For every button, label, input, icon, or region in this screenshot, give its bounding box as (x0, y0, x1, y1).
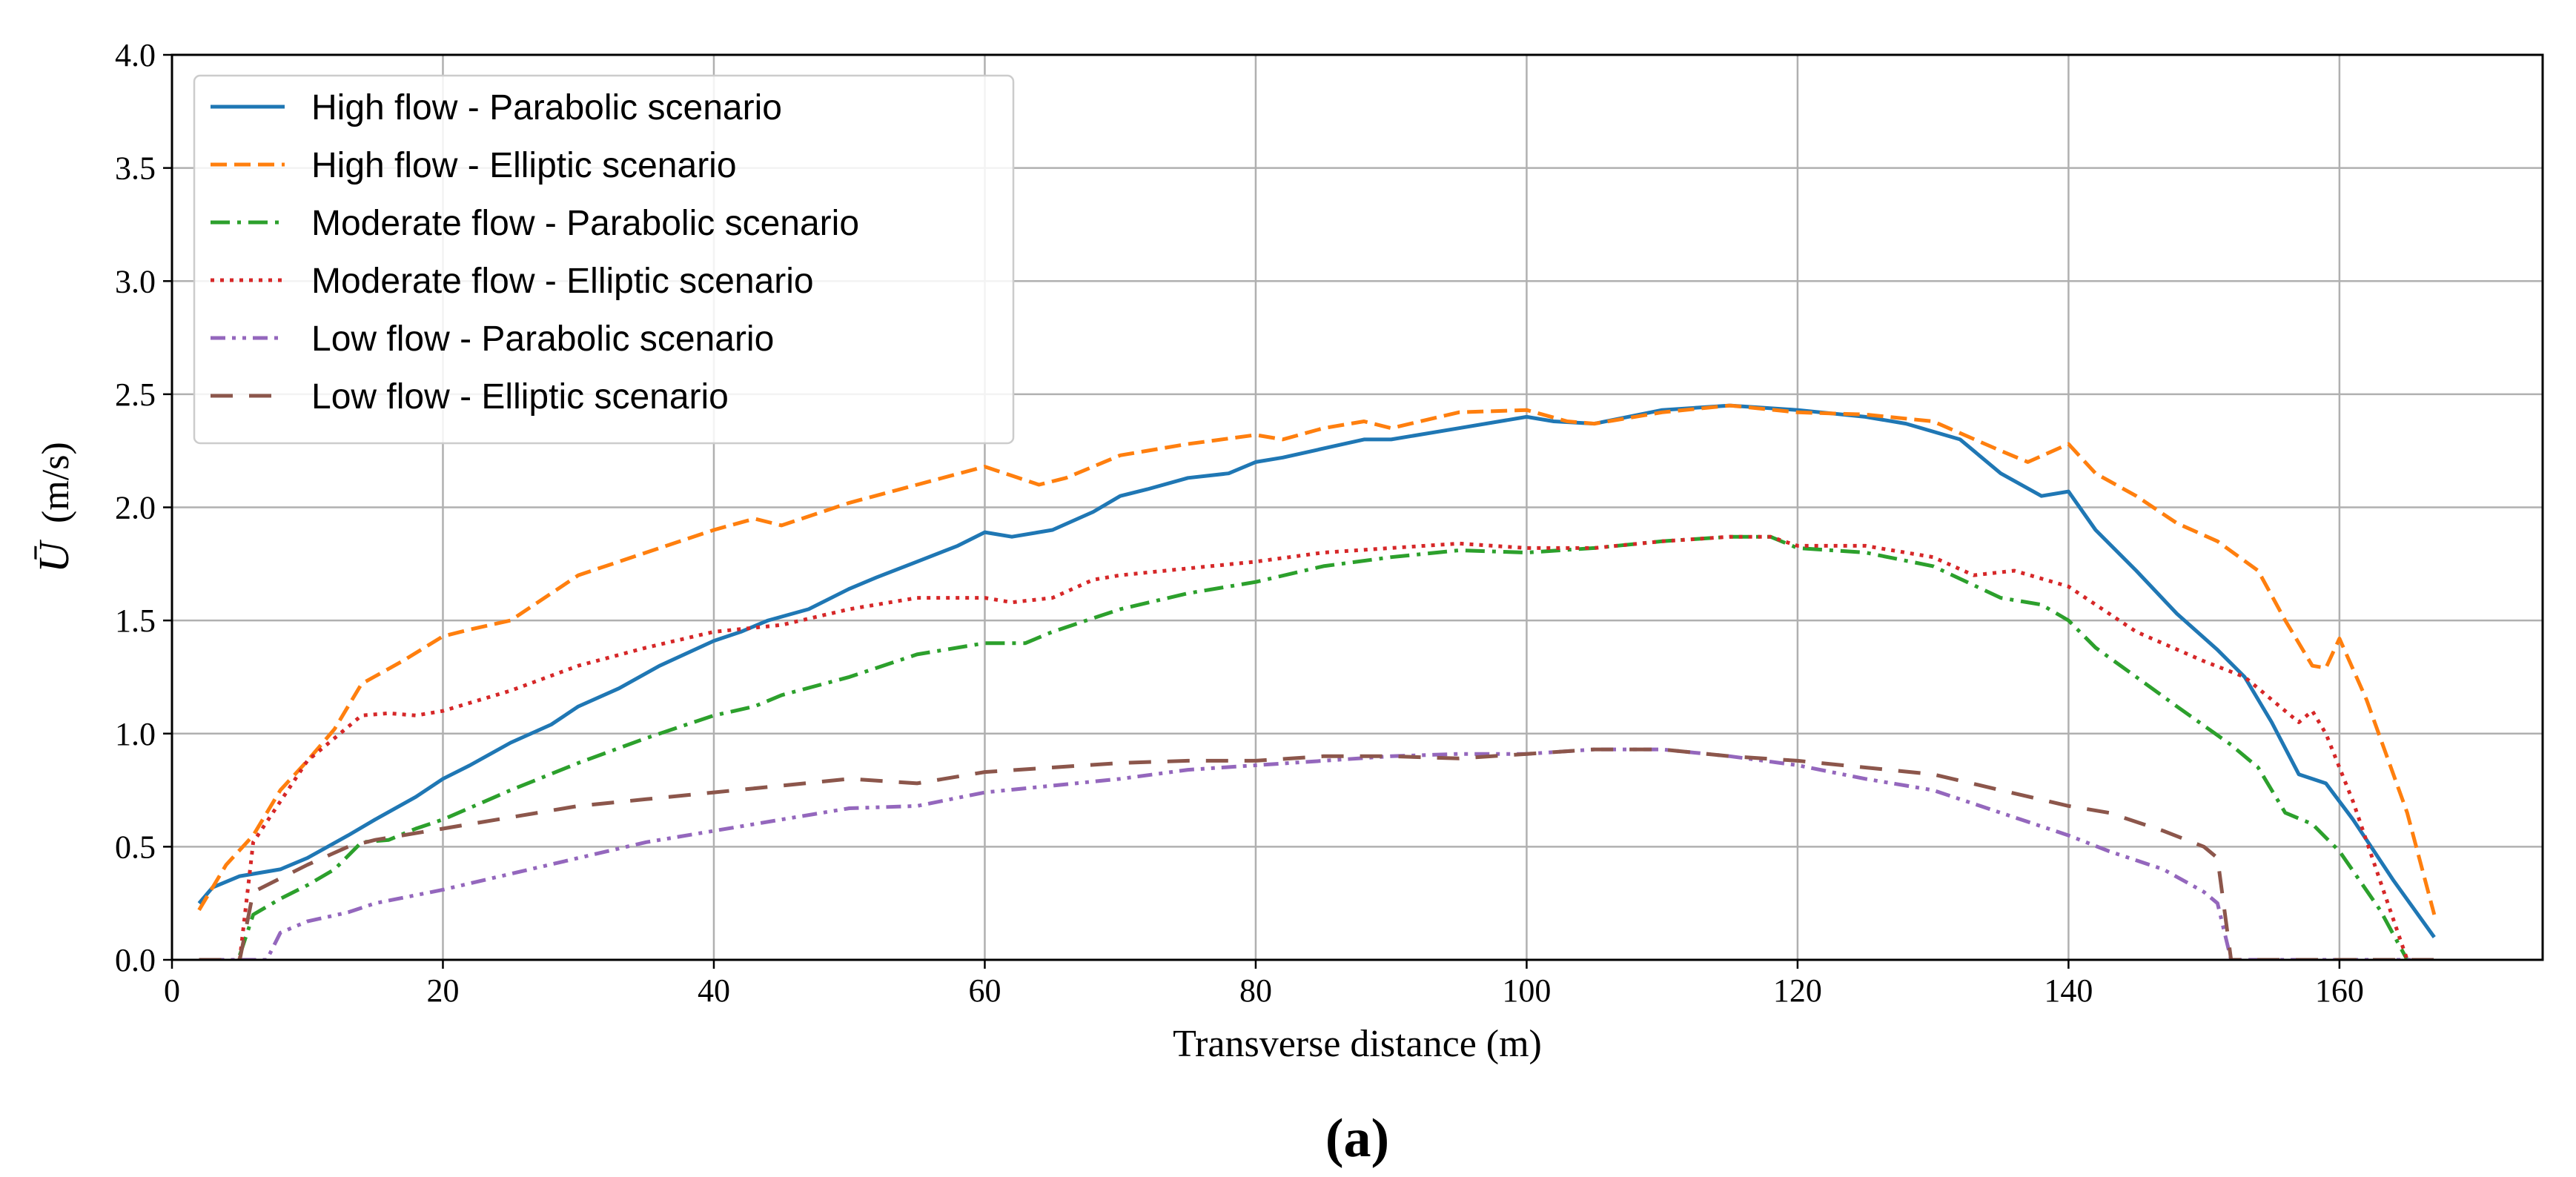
legend-label-4: Low flow - Parabolic scenario (311, 319, 774, 359)
x-tick-label: 40 (698, 972, 730, 1009)
y-tick-label: 1.5 (115, 603, 156, 639)
series-line-1 (197, 403, 2437, 915)
y-tick-label: 2.0 (115, 490, 156, 526)
y-tick-label: 0.0 (115, 942, 156, 978)
axis-ticks: 0 20 40 60 80 100 120 140 160 0.0 0.5 1.0 1.5 2.0 2.5 3… (115, 37, 2364, 1009)
x-tick-label: 20 (426, 972, 459, 1009)
series-line-5 (199, 747, 2434, 960)
y-tick-label: 4.0 (115, 37, 156, 73)
legend-label-0: High flow - Parabolic scenario (311, 88, 782, 127)
y-tick-label: 3.0 (115, 263, 156, 299)
y-axis-symbol: Ū (30, 539, 78, 573)
x-tick-label: 80 (1239, 972, 1272, 1009)
x-tick-label: 120 (1773, 972, 1822, 1009)
x-tick-label: 100 (1502, 972, 1551, 1009)
legend-label-2: Moderate flow - Parabolic scenario (311, 204, 859, 243)
legend-label-1: High flow - Elliptic scenario (311, 146, 737, 185)
y-tick-label: 2.5 (115, 377, 156, 413)
series-line-2 (238, 534, 2409, 960)
legend: High flow - Parabolic scenario High flow … (193, 74, 1015, 445)
series-line-4 (199, 747, 2434, 960)
figure-caption: (a) (1325, 1108, 1389, 1169)
x-tick-label: 140 (2044, 972, 2093, 1009)
x-tick-label: 0 (164, 972, 180, 1009)
legend-label-5: Low flow - Elliptic scenario (311, 377, 729, 417)
y-axis-unit: (m/s) (35, 442, 77, 523)
y-axis-label: Ū (m/s) (30, 442, 78, 573)
y-tick-label: 1.0 (115, 716, 156, 752)
x-axis-label: Transverse distance (m) (1173, 1023, 1542, 1065)
series-line-0 (197, 403, 2436, 938)
series-line-3 (237, 534, 2409, 960)
legend-label-3: Moderate flow - Elliptic scenario (311, 262, 814, 301)
x-tick-label: 60 (968, 972, 1001, 1009)
legend-box (193, 74, 1015, 445)
y-tick-label: 3.5 (115, 150, 156, 187)
x-tick-label: 160 (2315, 972, 2364, 1009)
y-tick-label: 0.5 (115, 829, 156, 865)
series-lines (197, 403, 2437, 960)
